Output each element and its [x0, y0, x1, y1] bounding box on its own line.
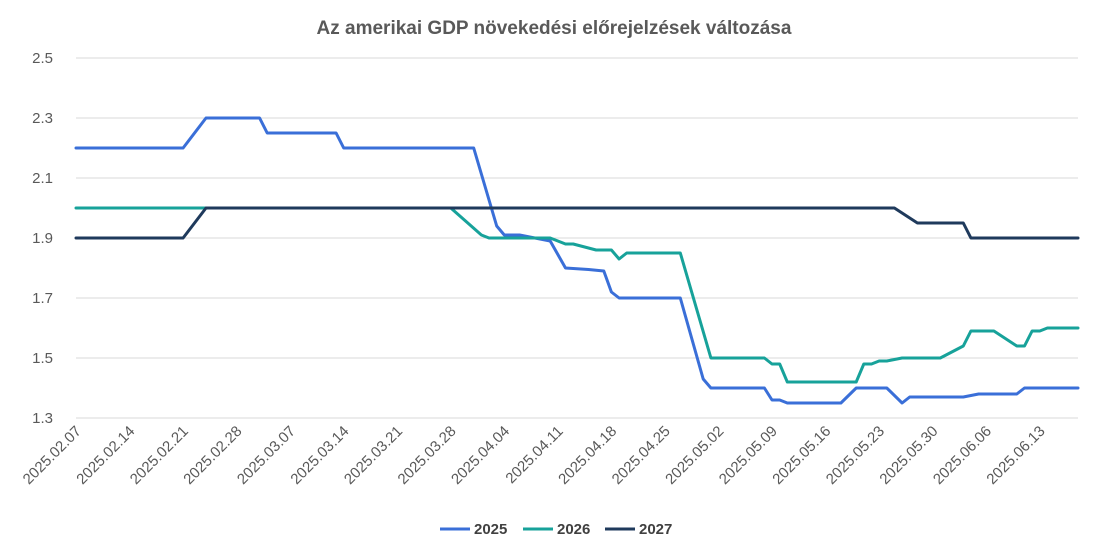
- y-tick-label: 2.5: [32, 50, 53, 67]
- legend-label-2026: 2026: [557, 521, 590, 538]
- y-tick-label: 1.5: [32, 350, 53, 367]
- series-line-2026: [74, 206, 1080, 384]
- y-tick-label: 2.1: [32, 170, 53, 187]
- series-lines: [74, 116, 1080, 405]
- y-tick-label: 1.9: [32, 230, 53, 247]
- gridlines: [76, 57, 1078, 419]
- series-line-2025: [74, 116, 1080, 405]
- legend-label-2027: 2027: [639, 521, 672, 538]
- y-tick-label: 1.7: [32, 290, 53, 307]
- legend-label-2025: 2025: [474, 521, 507, 538]
- x-tick-label: 2025.06.13: [983, 423, 1048, 488]
- chart-title: Az amerikai GDP növekedési előrejelzések…: [317, 18, 792, 39]
- y-axis-ticks: 2.5 2.3 2.1 1.9 1.7 1.5 1.3: [32, 50, 53, 427]
- y-tick-label: 2.3: [32, 110, 53, 127]
- x-axis-ticks: 2025.02.072025.02.142025.02.212025.02.28…: [20, 423, 1049, 488]
- legend: 2025 2026 2027: [440, 521, 672, 538]
- y-tick-label: 1.3: [32, 410, 53, 427]
- series-line-2027: [74, 206, 1080, 240]
- x-tick-label: 2025.04.04: [448, 423, 513, 488]
